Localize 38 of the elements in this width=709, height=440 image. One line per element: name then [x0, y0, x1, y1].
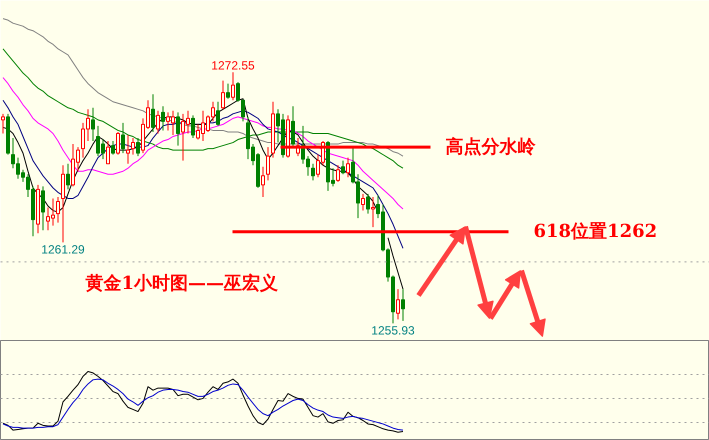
candlestick — [336, 164, 340, 182]
candlestick — [136, 138, 140, 157]
candlestick — [346, 157, 350, 178]
ref-line-label: 高点分水岭 — [446, 136, 536, 158]
candlestick — [366, 193, 370, 214]
annotation: 1261.29 — [41, 242, 86, 256]
candlestick — [371, 196, 375, 228]
annotation: 1255.93 — [371, 323, 416, 338]
candlestick — [156, 110, 160, 134]
candlestick — [216, 101, 220, 126]
candlestick — [126, 134, 130, 164]
candlestick — [311, 163, 315, 181]
candlestick — [231, 72, 235, 101]
candlestick — [176, 112, 180, 146]
candlestick — [121, 122, 125, 154]
candlestick — [226, 83, 230, 100]
candlestick — [116, 131, 120, 156]
candlestick — [131, 138, 135, 156]
candlestick — [151, 94, 155, 132]
candlestick — [66, 163, 70, 190]
candlestick — [266, 146, 270, 181]
text: 黄金1小时图——巫宏义 — [84, 273, 278, 294]
candlestick — [56, 196, 60, 224]
candlestick — [361, 193, 365, 212]
ref-line-label: 618位置1262 — [534, 221, 658, 242]
candlestick — [261, 166, 265, 198]
candlestick — [191, 114, 195, 139]
candlestick — [161, 106, 165, 131]
candlestick — [221, 80, 225, 110]
candlestick — [91, 107, 95, 142]
candlestick — [396, 288, 400, 320]
candlestick — [401, 288, 405, 322]
candlestick — [111, 140, 115, 156]
annotation: 1272.55 — [211, 58, 256, 72]
candlestick — [291, 106, 295, 148]
candlestick — [341, 160, 345, 175]
candlestick — [106, 140, 110, 164]
candlestick — [41, 186, 45, 231]
